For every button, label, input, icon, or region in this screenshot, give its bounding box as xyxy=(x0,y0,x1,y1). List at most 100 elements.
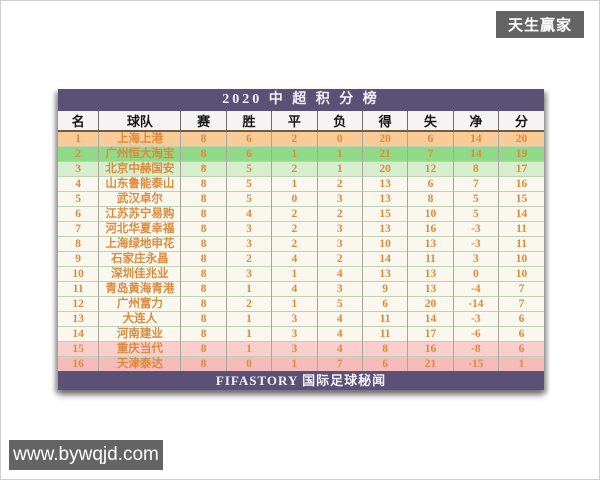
table-footer: FIFASTORY 国际足球秘闻 xyxy=(58,371,544,390)
table-row-rank-4: 4 山东鲁能泰山 8 5 1 2 13 6 7 16 xyxy=(58,176,544,192)
cell-team: 石家庄永昌 xyxy=(98,251,181,267)
cell-rank: 15 xyxy=(58,341,99,357)
cell-gf: 6 xyxy=(361,356,408,371)
cell-draw: 1 xyxy=(271,146,318,162)
cell-pts: 17 xyxy=(498,161,544,177)
cell-gd: 8 xyxy=(452,161,499,177)
cell-draw: 0 xyxy=(271,191,318,207)
cell-gd: 0 xyxy=(452,266,499,282)
cell-loss: 4 xyxy=(316,311,363,327)
cell-team: 北京中赫国安 xyxy=(98,161,181,177)
watermark-bottom-left: www.bywqjd.com xyxy=(9,440,163,470)
cell-gd: 7 xyxy=(452,176,499,192)
cell-gd: 14 xyxy=(452,146,499,162)
cell-win: 6 xyxy=(225,146,272,162)
cell-pts: 1 xyxy=(498,356,544,371)
cell-draw: 2 xyxy=(271,161,318,177)
cell-team: 重庆当代 xyxy=(98,341,181,357)
cell-rank: 11 xyxy=(58,281,99,297)
cell-rank: 2 xyxy=(58,146,99,162)
column-header-wins: 胜 xyxy=(225,111,272,132)
table-row-rank-12: 12 广州富力 8 2 1 5 6 20 -14 7 xyxy=(58,296,544,312)
cell-played: 8 xyxy=(180,236,227,252)
cell-win: 2 xyxy=(225,251,272,267)
cell-win: 0 xyxy=(225,356,272,371)
table-row-rank-16: 16 天津泰达 8 0 1 7 6 21 -15 1 xyxy=(58,356,544,371)
cell-team: 大连人 xyxy=(98,311,181,327)
cell-gd: -4 xyxy=(452,281,499,297)
cell-pts: 11 xyxy=(498,221,544,237)
cell-win: 2 xyxy=(225,296,272,312)
column-header-draws: 平 xyxy=(271,111,318,132)
cell-ga: 6 xyxy=(407,176,454,192)
table-row-rank-3: 3 北京中赫国安 8 5 2 1 20 12 8 17 xyxy=(58,161,544,177)
cell-gf: 21 xyxy=(361,146,408,162)
cell-loss: 1 xyxy=(316,146,363,162)
cell-ga: 10 xyxy=(407,206,454,222)
cell-loss: 4 xyxy=(316,341,363,357)
cell-gf: 13 xyxy=(361,221,408,237)
cell-draw: 3 xyxy=(271,326,318,342)
standings-grid: 名球队赛胜平负得失净分 1 上海上港 8 6 2 0 20 6 14 20 2 广州恒大淘宝 8 6 1 1 2… xyxy=(58,111,544,371)
cell-team: 河南建业 xyxy=(98,326,181,342)
cell-ga: 20 xyxy=(407,296,454,312)
cell-pts: 6 xyxy=(498,311,544,327)
cell-pts: 7 xyxy=(498,296,544,312)
cell-ga: 7 xyxy=(407,146,454,162)
cell-played: 8 xyxy=(180,251,227,267)
cell-team: 上海绿地申花 xyxy=(98,236,181,252)
cell-rank: 1 xyxy=(58,131,99,147)
cell-pts: 7 xyxy=(498,281,544,297)
cell-gd: 3 xyxy=(452,251,499,267)
table-title: 2020 中 超 积 分 榜 xyxy=(58,89,544,111)
cell-team: 山东鲁能泰山 xyxy=(98,176,181,192)
cell-win: 3 xyxy=(225,266,272,282)
cell-draw: 4 xyxy=(271,251,318,267)
cell-loss: 1 xyxy=(316,161,363,177)
cell-rank: 16 xyxy=(58,356,99,371)
cell-team: 天津泰达 xyxy=(98,356,181,371)
cell-draw: 2 xyxy=(271,206,318,222)
cell-played: 8 xyxy=(180,221,227,237)
cell-loss: 2 xyxy=(316,176,363,192)
cell-played: 8 xyxy=(180,341,227,357)
cell-gf: 6 xyxy=(361,296,408,312)
column-header-losses: 负 xyxy=(316,111,363,132)
cell-gf: 9 xyxy=(361,281,408,297)
cell-gd: -8 xyxy=(452,341,499,357)
cell-rank: 8 xyxy=(58,236,99,252)
column-header-goals_against: 失 xyxy=(407,111,454,132)
cell-loss: 4 xyxy=(316,266,363,282)
cell-rank: 9 xyxy=(58,251,99,267)
cell-win: 3 xyxy=(225,221,272,237)
cell-win: 5 xyxy=(225,176,272,192)
cell-team: 上海上港 xyxy=(98,131,181,147)
cell-ga: 21 xyxy=(407,356,454,371)
cell-played: 8 xyxy=(180,131,227,147)
cell-ga: 16 xyxy=(407,221,454,237)
column-header-team: 球队 xyxy=(98,111,181,132)
column-header-rank: 名 xyxy=(58,111,99,132)
cell-gf: 11 xyxy=(361,311,408,327)
cell-loss: 7 xyxy=(316,356,363,371)
cell-loss: 4 xyxy=(316,326,363,342)
column-header-points: 分 xyxy=(498,111,544,132)
cell-ga: 11 xyxy=(407,251,454,267)
cell-rank: 7 xyxy=(58,221,99,237)
cell-loss: 3 xyxy=(316,191,363,207)
cell-gd: -15 xyxy=(452,356,499,371)
cell-pts: 10 xyxy=(498,266,544,282)
cell-played: 8 xyxy=(180,356,227,371)
table-row-rank-1: 1 上海上港 8 6 2 0 20 6 14 20 xyxy=(58,131,544,147)
cell-rank: 12 xyxy=(58,296,99,312)
cell-team: 广州恒大淘宝 xyxy=(98,146,181,162)
table-row-rank-11: 11 青岛黄海青港 8 1 4 3 9 13 -4 7 xyxy=(58,281,544,297)
cell-gf: 20 xyxy=(361,161,408,177)
cell-loss: 3 xyxy=(316,236,363,252)
cell-draw: 2 xyxy=(271,131,318,147)
cell-draw: 1 xyxy=(271,176,318,192)
table-row-rank-15: 15 重庆当代 8 1 3 4 8 16 -8 6 xyxy=(58,341,544,357)
cell-played: 8 xyxy=(180,176,227,192)
standings-table: 2020 中 超 积 分 榜 名球队赛胜平负得失净分 1 上海上港 8 6 2 0 20 6 1… xyxy=(58,89,544,390)
